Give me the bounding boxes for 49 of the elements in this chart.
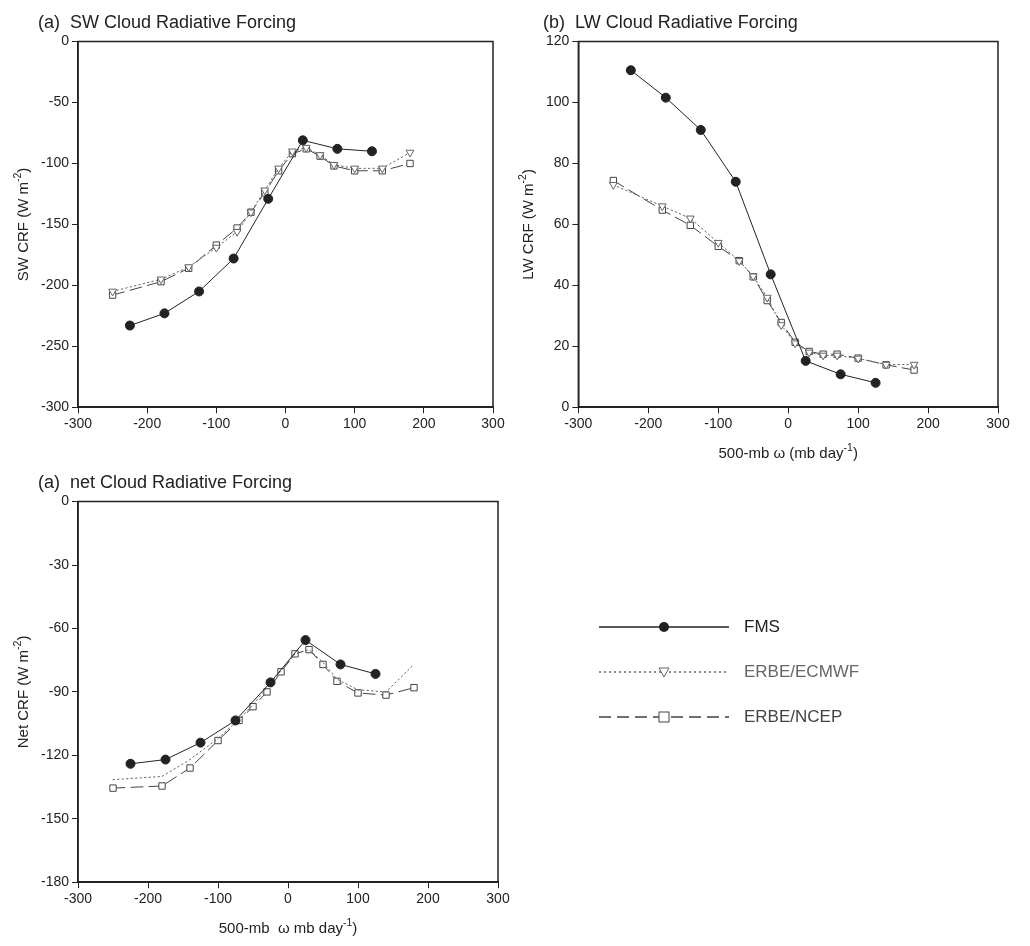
y-tick-label: 0 (61, 32, 70, 49)
x-tick-label: -100 (204, 890, 233, 907)
text: ERBE/ECMWF (744, 661, 860, 682)
y-tick-label: -90 (48, 682, 70, 699)
y-tick-label: 0 (561, 398, 570, 415)
x-tick-label: -100 (704, 415, 733, 432)
x-tick-label: 0 (281, 415, 290, 432)
x-tick-label: 0 (284, 890, 293, 907)
y-tick-label: 100 (546, 93, 570, 110)
y-tick-label: -120 (40, 746, 70, 763)
x-tick-label: 0 (784, 415, 793, 432)
y-axis-title: SW CRF (W m-2) (10, 167, 32, 282)
y-tick-label: -100 (40, 154, 70, 171)
text: ERBE/NCEP (744, 706, 843, 727)
x-tick-label: -200 (634, 415, 663, 432)
y-tick-label: 40 (553, 276, 570, 293)
chart-title: (b) LW Cloud Radiative Forcing (543, 11, 798, 32)
x-tick-label: -100 (202, 415, 231, 432)
x-tick-label: 100 (846, 415, 871, 432)
chart-title: (a) net Cloud Radiative Forcing (38, 471, 293, 492)
x-tick-label: 100 (342, 415, 367, 432)
y-tick-label: -60 (48, 619, 70, 636)
y-tick-label: -50 (48, 93, 70, 110)
x-tick-label: 200 (412, 415, 436, 432)
y-tick-label: -150 (40, 809, 70, 826)
y-tick-label: -300 (40, 398, 70, 415)
y-tick-label: 0 (61, 492, 70, 509)
y-tick-label: -250 (40, 337, 70, 354)
y-tick-label: 80 (553, 154, 570, 171)
chart-title: (a) SW Cloud Radiative Forcing (38, 11, 297, 32)
x-tick-label: 300 (986, 415, 1010, 432)
x-tick-label: 200 (416, 890, 440, 907)
y-tick-label: -180 (40, 873, 70, 890)
x-tick-label: 300 (486, 890, 510, 907)
x-tick-label: -200 (134, 890, 163, 907)
x-tick-label: 100 (346, 890, 370, 907)
y-tick-label: 20 (553, 337, 570, 354)
text: FMS (744, 616, 780, 637)
y-axis-title: Net CRF (W m-2) (10, 635, 32, 749)
x-tick-label: -200 (133, 415, 162, 432)
x-tick-label: 300 (481, 415, 505, 432)
x-tick-label: 200 (916, 415, 940, 432)
x-tick-label: -300 (564, 415, 593, 432)
y-tick-label: 60 (553, 215, 570, 232)
y-axis-title: LW CRF (W m-2) (515, 169, 537, 280)
y-tick-label: -200 (40, 276, 70, 293)
y-tick-label: -150 (40, 215, 70, 232)
y-tick-label: 120 (546, 32, 570, 49)
y-tick-label: -30 (48, 555, 70, 572)
